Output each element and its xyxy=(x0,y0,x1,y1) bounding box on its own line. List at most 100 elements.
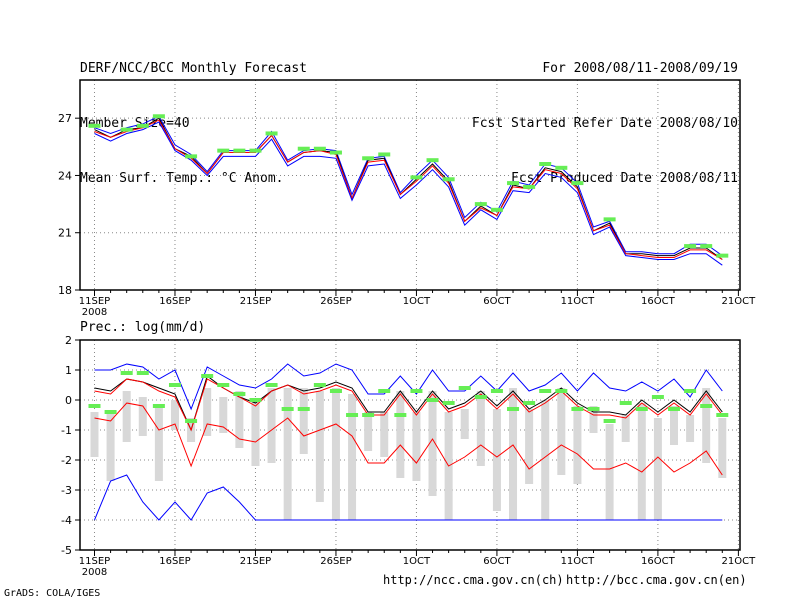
observed-marker xyxy=(442,177,455,182)
series-upper-line xyxy=(94,115,723,257)
observed-marker xyxy=(410,175,423,180)
observed-marker xyxy=(684,389,697,393)
spread-box xyxy=(637,403,646,520)
x-tick-label: 21OCT xyxy=(722,556,757,567)
x-tick-label: 11OCT xyxy=(561,556,596,567)
spread-box xyxy=(90,412,99,457)
observed-marker xyxy=(555,165,568,170)
precip-panel-title: Prec.: log(mm/d) xyxy=(80,320,206,335)
spread-box xyxy=(686,415,695,442)
x-tick-label: 21SEP xyxy=(240,556,271,567)
observed-marker xyxy=(297,407,310,411)
x-tick-year-label: 2008 xyxy=(82,307,107,318)
spread-box xyxy=(364,412,373,451)
y-tick-label: -2 xyxy=(61,454,72,467)
observed-marker xyxy=(168,383,181,387)
y-tick-label: 24 xyxy=(58,169,72,182)
spread-box xyxy=(154,406,163,481)
observed-marker xyxy=(378,152,391,157)
spread-box xyxy=(203,388,212,436)
observed-marker xyxy=(233,148,246,153)
observed-marker xyxy=(523,184,536,189)
spread-box xyxy=(605,424,614,520)
observed-marker xyxy=(217,148,230,153)
spread-box xyxy=(670,406,678,445)
observed-marker xyxy=(668,407,680,411)
spread-box xyxy=(653,418,662,520)
spread-box xyxy=(476,391,485,466)
observed-marker xyxy=(297,146,310,151)
observed-marker xyxy=(104,410,117,414)
x-tick-label: 11SEP xyxy=(79,556,110,567)
y-tick-label: 18 xyxy=(58,284,72,297)
observed-marker xyxy=(233,392,246,396)
y-tick-label: -5 xyxy=(61,544,72,557)
observed-marker xyxy=(185,419,198,423)
series-central-line xyxy=(94,119,723,260)
observed-marker xyxy=(555,389,568,393)
x-tick-label: 11SEP xyxy=(79,296,110,307)
observed-marker xyxy=(651,395,664,399)
ncc-url-link[interactable]: http://ncc.cma.gov.cn(ch) xyxy=(383,573,564,587)
observed-marker xyxy=(716,253,729,258)
observed-marker xyxy=(185,154,198,159)
x-tick-label: 1OCT xyxy=(403,556,431,567)
spread-box xyxy=(299,388,308,454)
header-variable: Mean Surf. Temp.: °C Anom. xyxy=(80,171,284,186)
plot-frame xyxy=(79,79,741,291)
series-min-line xyxy=(94,474,723,521)
spread-box xyxy=(573,406,582,484)
grads-credit: GrADS: COLA/IGES xyxy=(4,588,101,599)
observed-marker xyxy=(426,158,439,163)
observed-marker xyxy=(603,419,616,423)
observed-marker xyxy=(507,181,520,186)
bcc-url-link[interactable]: http://bcc.cma.gov.cn(en) xyxy=(566,573,747,587)
spread-box xyxy=(267,388,276,463)
observed-marker xyxy=(442,401,455,405)
spread-box xyxy=(396,391,405,478)
spread-box xyxy=(235,391,244,448)
x-tick-label: 6OCT xyxy=(483,296,511,307)
observed-marker xyxy=(700,244,713,249)
spread-box xyxy=(219,397,228,433)
spread-box xyxy=(251,400,260,466)
observed-marker xyxy=(88,123,101,128)
x-tick-label: 16SEP xyxy=(159,556,190,567)
observed-marker xyxy=(281,407,294,411)
spread-box xyxy=(283,388,292,520)
spread-box xyxy=(541,400,550,520)
observed-marker xyxy=(474,202,487,207)
observed-marker xyxy=(587,407,600,411)
spread-box xyxy=(170,400,179,430)
observed-marker xyxy=(426,398,439,402)
header-right: For 2008/08/11-2008/09/19 Fcst Started R… xyxy=(472,24,738,207)
series-p10-line xyxy=(94,402,723,476)
x-tick-label: 11OCT xyxy=(561,296,596,307)
observed-marker xyxy=(152,114,165,119)
y-tick-label: -1 xyxy=(61,424,72,437)
observed-marker xyxy=(539,162,552,166)
x-tick-label: 21SEP xyxy=(240,296,271,307)
observed-marker xyxy=(603,217,616,222)
spread-box xyxy=(492,409,501,511)
x-tick-label: 26SEP xyxy=(320,296,351,307)
x-tick-label: 6OCT xyxy=(483,556,511,567)
y-tick-label: 21 xyxy=(58,227,72,240)
spread-box xyxy=(122,391,131,442)
observed-marker xyxy=(619,401,632,405)
observed-marker xyxy=(329,389,342,393)
observed-marker xyxy=(490,207,503,212)
observed-marker xyxy=(716,413,729,417)
header-left: DERF/NCC/BCC Monthly Forecast Member Siz… xyxy=(80,24,307,207)
y-tick-label: 2 xyxy=(65,334,72,347)
observed-marker xyxy=(571,181,584,186)
spread-box xyxy=(621,415,630,442)
header-start-date: Fcst Started Refer Date 2008/08/10 xyxy=(471,116,738,131)
spread-box xyxy=(106,412,115,481)
spread-box xyxy=(718,418,727,478)
plot-frame xyxy=(79,339,741,551)
spread-box xyxy=(315,391,324,502)
observed-marker xyxy=(249,148,262,153)
